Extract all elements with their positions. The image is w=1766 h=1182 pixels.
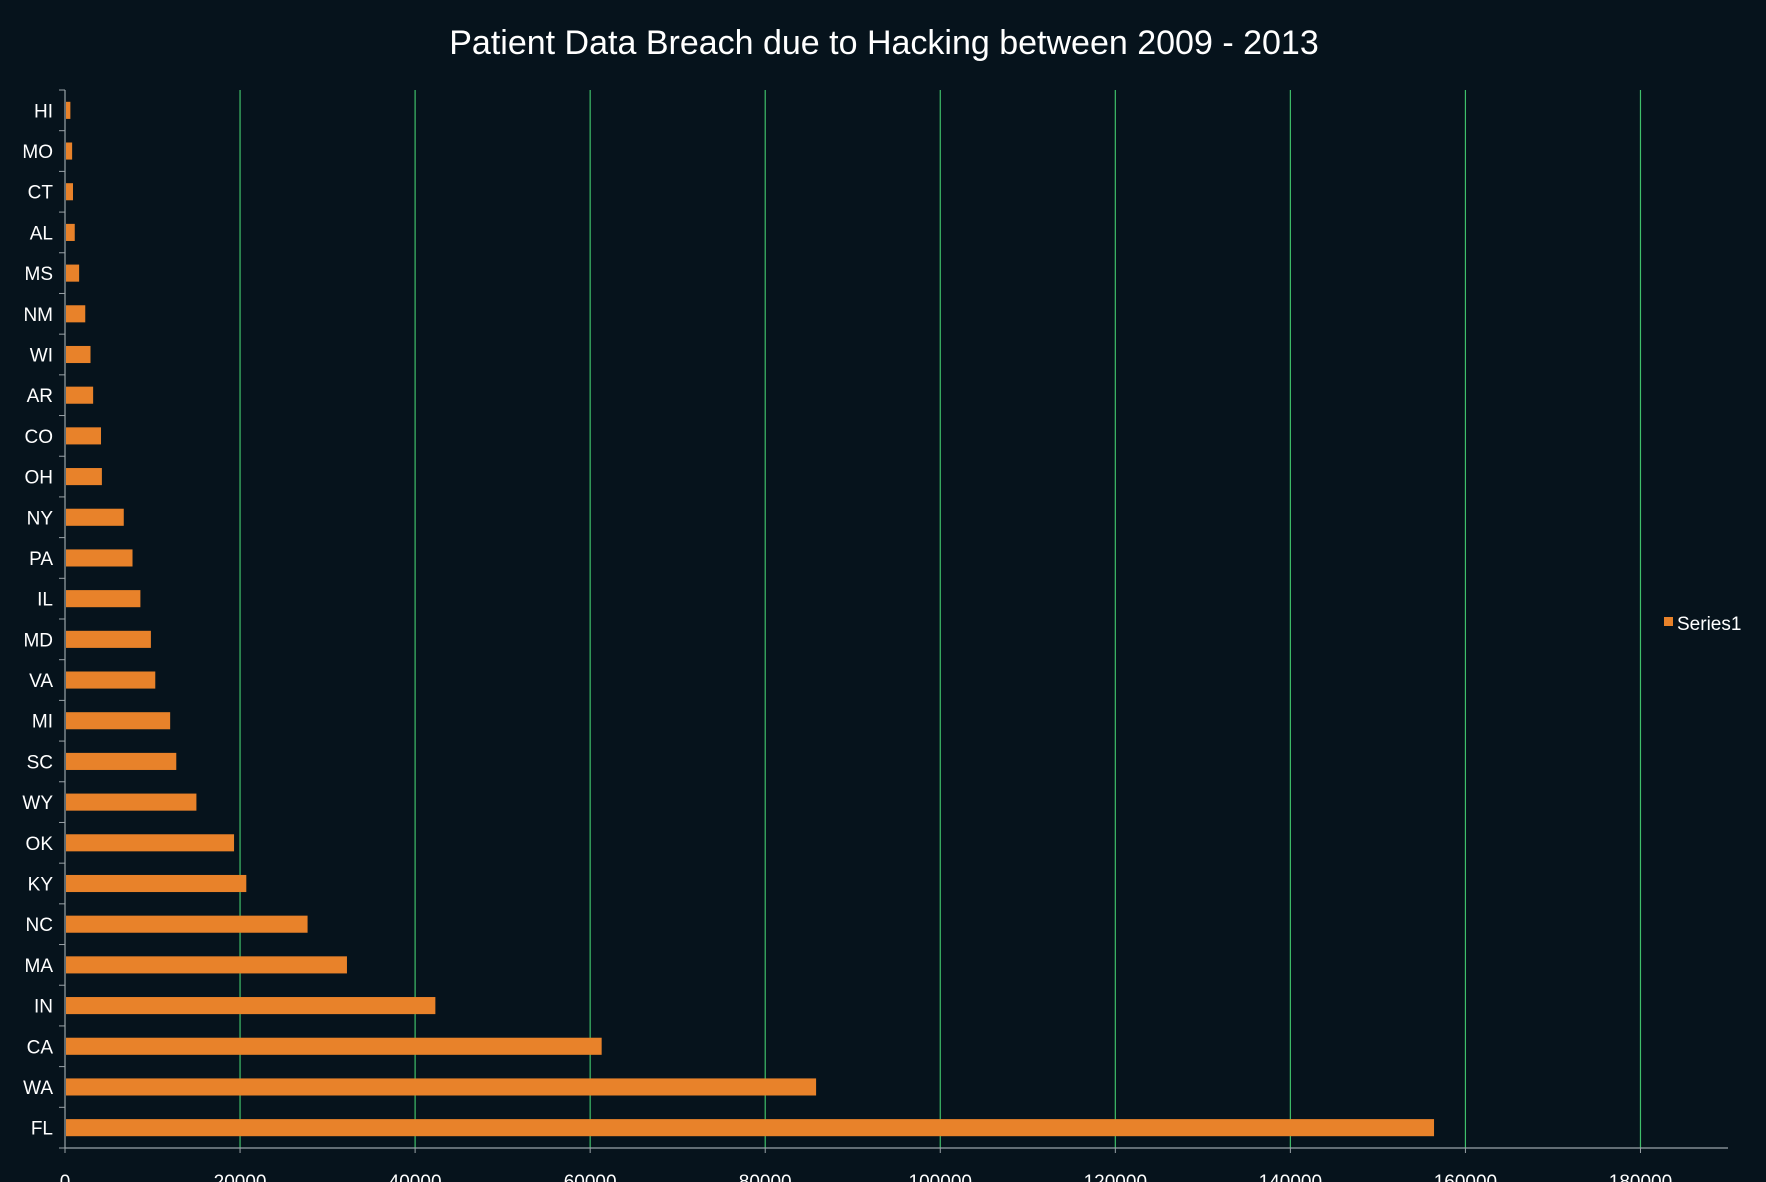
- category-label: MD: [23, 630, 53, 651]
- category-labels: HI MO CT AL MS NM WI AR CO OH NY PA IL MD VA MI SC WY OK KY…: [22, 101, 53, 1139]
- category-label: WY: [22, 793, 53, 814]
- bar-al: [66, 223, 75, 241]
- category-label: WI: [30, 346, 53, 367]
- x-tick-label: 80000: [739, 1172, 792, 1182]
- axes: [59, 89, 1728, 1153]
- category-label: NY: [27, 508, 54, 529]
- x-tick-label: 40000: [389, 1172, 442, 1182]
- x-tick-label: 60000: [564, 1172, 617, 1182]
- category-label: PA: [29, 549, 53, 570]
- category-label: WA: [23, 1078, 53, 1099]
- bar-sc: [66, 752, 177, 770]
- bar-nm: [66, 305, 86, 323]
- x-tick-label: 0: [60, 1172, 71, 1182]
- bar-ky: [66, 874, 247, 893]
- bar-wi: [66, 345, 91, 364]
- bar-wa: [66, 1078, 817, 1096]
- bar-ny: [66, 508, 124, 526]
- category-label: MA: [25, 956, 54, 977]
- bar-ct: [66, 183, 74, 201]
- bar-fl: [66, 1119, 1435, 1137]
- bar-oh: [66, 468, 102, 486]
- category-label: VA: [29, 671, 53, 692]
- category-label: FL: [31, 1119, 53, 1140]
- category-label: HI: [34, 101, 53, 122]
- legend-label: Series1: [1677, 614, 1741, 635]
- bar-il: [66, 590, 141, 608]
- category-label: MS: [25, 264, 54, 285]
- category-label: OH: [25, 468, 54, 489]
- bar-va: [66, 671, 156, 689]
- category-label: KY: [28, 875, 54, 896]
- bar-ok: [66, 834, 235, 852]
- x-tick-label: 120000: [1084, 1172, 1147, 1182]
- bar-mi: [66, 712, 171, 730]
- x-tick-labels: 0 20000 40000 60000 80000 100000 120000 140000 1…: [60, 1172, 1672, 1182]
- category-label: AL: [30, 223, 53, 244]
- bars: [66, 101, 1435, 1137]
- legend: Series1: [1664, 614, 1741, 635]
- bar-in: [66, 997, 436, 1015]
- bar-wy: [66, 793, 197, 811]
- category-label: CT: [28, 183, 54, 204]
- category-label: CO: [25, 427, 54, 448]
- category-label: IN: [34, 997, 53, 1018]
- grid-lines: [239, 90, 1642, 1148]
- category-label: AR: [27, 386, 53, 407]
- bar-md: [66, 630, 151, 648]
- x-tick-label: 160000: [1434, 1172, 1497, 1182]
- bar-ca: [66, 1037, 602, 1055]
- x-tick-label: 20000: [214, 1172, 267, 1182]
- category-label: CA: [27, 1037, 54, 1058]
- bar-co: [66, 427, 102, 445]
- bar-ms: [66, 264, 80, 282]
- x-tick-label: 140000: [1259, 1172, 1322, 1182]
- bar-ar: [66, 386, 94, 404]
- bar-ma: [66, 956, 347, 974]
- category-label: SC: [27, 752, 53, 773]
- category-label: OK: [26, 834, 54, 855]
- category-label: NM: [23, 305, 53, 326]
- category-label: NC: [26, 915, 53, 936]
- legend-swatch: [1664, 617, 1673, 626]
- category-label: MO: [22, 142, 53, 163]
- bar-mo: [66, 142, 73, 160]
- chart-title: Patient Data Breach due to Hacking betwe…: [449, 24, 1318, 62]
- bar-hi: [66, 101, 71, 119]
- x-tick-label: 100000: [909, 1172, 972, 1182]
- category-label: IL: [37, 590, 53, 611]
- x-tick-label: 180000: [1609, 1172, 1672, 1182]
- category-label: MI: [32, 712, 53, 733]
- bar-pa: [66, 549, 133, 567]
- bar-nc: [66, 915, 308, 933]
